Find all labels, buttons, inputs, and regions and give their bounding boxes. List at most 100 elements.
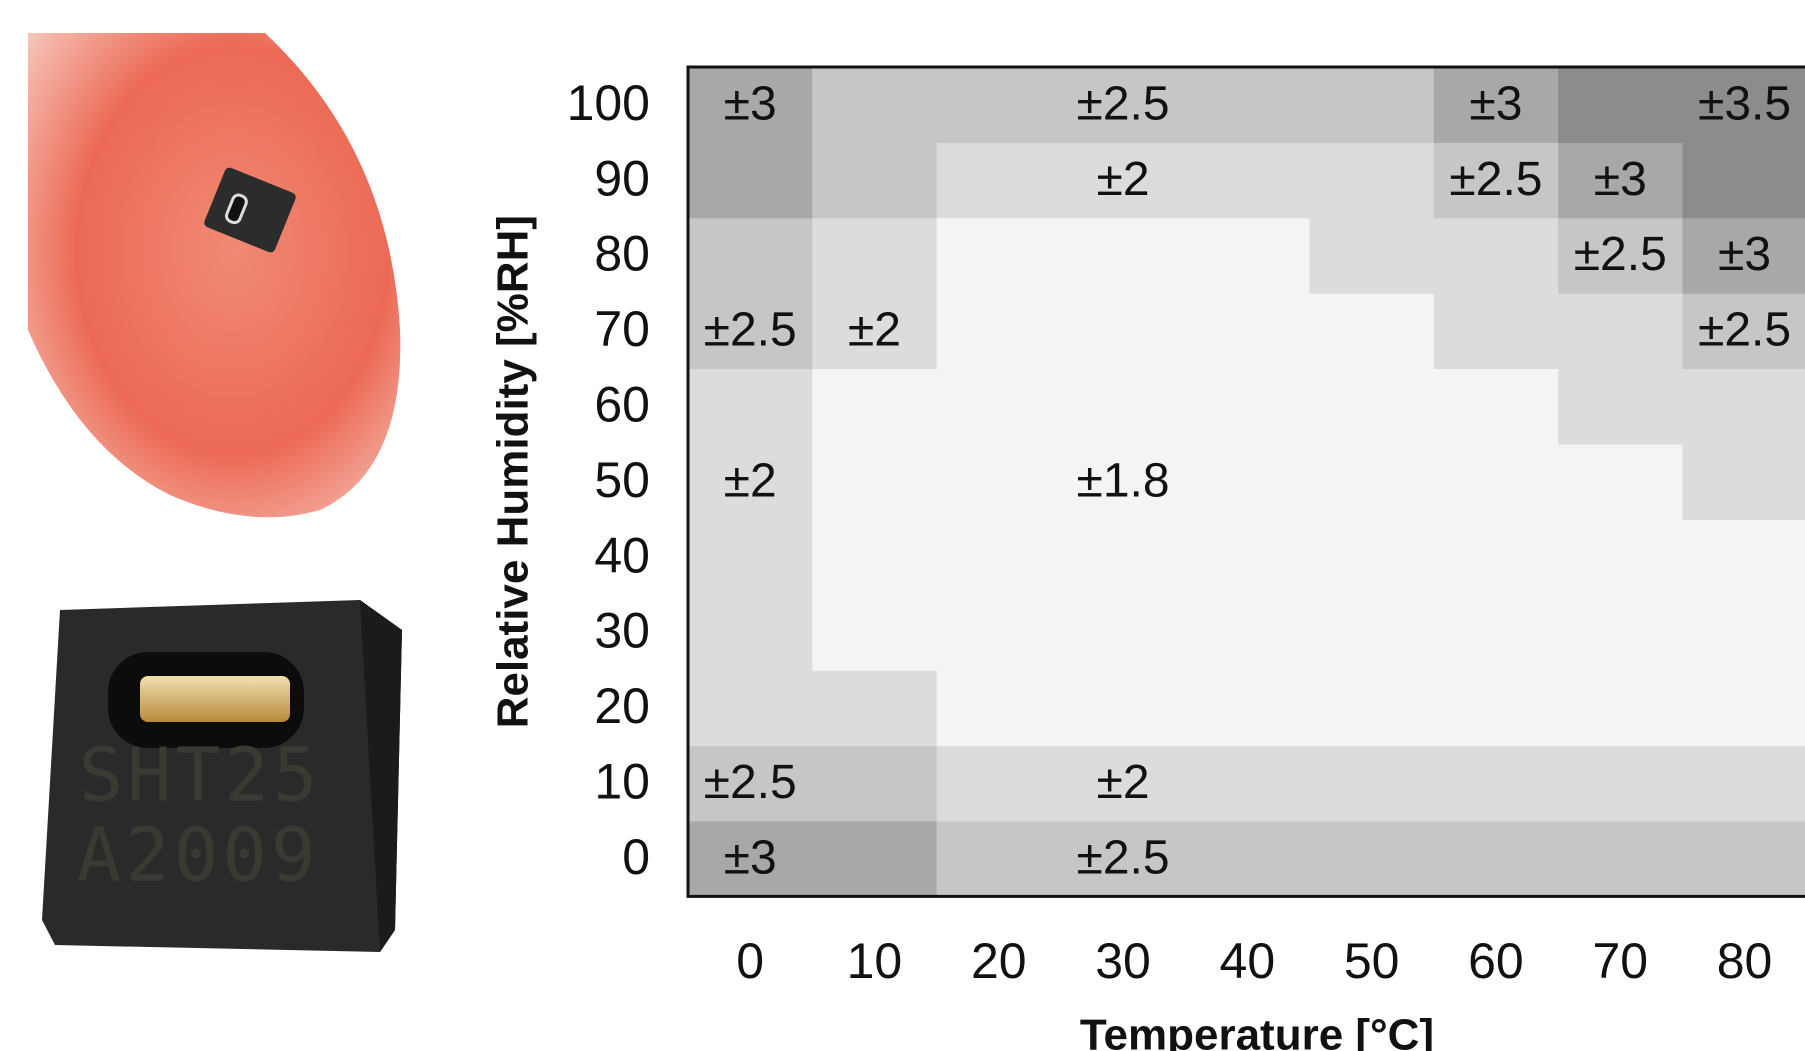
cell-label: ±3	[1469, 77, 1522, 130]
y-tick-label: 70	[594, 301, 650, 357]
heat-cell	[937, 218, 1062, 294]
heat-cell	[812, 595, 937, 671]
heat-cell	[1434, 519, 1559, 595]
heat-cell	[812, 519, 937, 595]
heat-cell	[937, 67, 1062, 143]
heat-cell	[1310, 67, 1435, 143]
cell-label: ±2	[1097, 153, 1150, 206]
y-axis-title: Relative Humidity [%RH]	[489, 215, 538, 728]
x-tick-label: 60	[1468, 933, 1524, 989]
heat-cell	[1185, 444, 1310, 520]
heat-cell	[1682, 670, 1805, 746]
x-tick-label: 40	[1220, 933, 1276, 989]
heat-cell	[1434, 670, 1559, 746]
heat-cell	[1434, 746, 1559, 822]
cell-label: ±2	[724, 454, 777, 507]
y-tick-label: 50	[594, 452, 650, 508]
heat-cell	[688, 369, 813, 445]
heat-cell	[812, 746, 937, 822]
heat-cell	[937, 293, 1062, 369]
cell-label: ±2.5	[1077, 77, 1170, 130]
heat-cell	[812, 444, 937, 520]
cell-label: ±3	[1594, 153, 1647, 206]
x-tick-label: 0	[736, 933, 764, 989]
y-tick-label: 10	[594, 754, 650, 810]
cell-label: ±2.5	[704, 304, 797, 357]
heat-cell	[937, 595, 1062, 671]
heat-cell	[1185, 218, 1310, 294]
heat-cell	[1682, 142, 1805, 218]
heat-cell	[937, 670, 1062, 746]
heat-cell	[937, 444, 1062, 520]
cell-label: ±2.5	[1574, 228, 1667, 281]
heat-cell	[812, 142, 937, 218]
heat-cell	[1558, 444, 1683, 520]
heat-cell	[1185, 670, 1310, 746]
y-tick-label: 60	[594, 377, 650, 433]
x-tick-label: 70	[1592, 933, 1648, 989]
heat-cell	[1310, 293, 1435, 369]
heat-cell	[1682, 444, 1805, 520]
heat-cell	[1310, 142, 1435, 218]
heat-cell	[937, 746, 1062, 822]
heat-cell	[1682, 595, 1805, 671]
x-axis-title: Temperature [°C]	[1080, 1011, 1434, 1051]
x-tick-label: 20	[971, 933, 1027, 989]
heat-cell	[1310, 746, 1435, 822]
heat-cell	[1558, 369, 1683, 445]
cell-label: ±3	[724, 77, 777, 130]
heat-cell	[1558, 519, 1683, 595]
cell-label: ±2.5	[1698, 304, 1791, 357]
chip-photo: SHT25 A2009	[42, 600, 402, 952]
heat-cell	[1682, 369, 1805, 445]
heat-cell	[937, 369, 1062, 445]
cell-label: ±2.5	[704, 756, 797, 809]
heat-cell	[1310, 595, 1435, 671]
heat-cell	[812, 821, 937, 897]
heat-cell	[1434, 369, 1559, 445]
heat-cell	[1434, 444, 1559, 520]
chip-marking: SHT25	[79, 733, 322, 819]
heat-cell	[1310, 369, 1435, 445]
heat-cell	[1558, 595, 1683, 671]
heat-cell	[688, 142, 813, 218]
heat-cell	[1185, 67, 1310, 143]
cell-label: ±3.5	[1698, 77, 1791, 130]
accuracy-chart: ±3 ±2.5 ±3 ±3.5 ±2 ±2.5 ±3 ±2.5 ±3 ±2.5 ±2 ±2.5 ±2 ±1…	[489, 67, 1805, 1051]
heat-cell	[1682, 519, 1805, 595]
heat-cell	[1061, 369, 1186, 445]
heat-cell	[1310, 444, 1435, 520]
heat-cell	[688, 670, 813, 746]
heat-cell	[937, 821, 1062, 897]
cell-label: ±3	[724, 831, 777, 884]
heat-cell	[1558, 293, 1683, 369]
y-tick-label: 0	[622, 829, 650, 885]
heat-cell	[688, 218, 813, 294]
heat-cell	[1558, 746, 1683, 822]
cell-label: ±2	[848, 304, 901, 357]
heat-cell	[1185, 821, 1310, 897]
x-tick-label: 10	[847, 933, 903, 989]
heat-cell	[1558, 670, 1683, 746]
heat-cell	[1185, 519, 1310, 595]
cell-label: ±1.8	[1077, 454, 1170, 507]
heat-cell	[1061, 519, 1186, 595]
heat-cell	[1185, 142, 1310, 218]
heat-cell	[1434, 821, 1559, 897]
cell-label: ±2.5	[1077, 831, 1170, 884]
heat-cell	[1185, 293, 1310, 369]
heat-cell	[1310, 519, 1435, 595]
heat-cell	[1310, 218, 1435, 294]
x-tick-label: 50	[1344, 933, 1400, 989]
page: SHT25 A2009 ±3 ±2.5 ±3 ±3.5 ±2 ±2.5 ±3 ±2.5 ±3 ±2…	[0, 0, 1805, 1051]
heat-cell	[1061, 293, 1186, 369]
cell-label: ±2.5	[1449, 153, 1542, 206]
heat-cell	[688, 519, 813, 595]
heat-cell	[1310, 821, 1435, 897]
x-tick-label: 80	[1717, 933, 1773, 989]
heat-cell	[1185, 369, 1310, 445]
heat-cell	[812, 218, 937, 294]
y-tick-label: 30	[594, 603, 650, 659]
y-tick-label: 20	[594, 678, 650, 734]
heat-cell	[812, 670, 937, 746]
